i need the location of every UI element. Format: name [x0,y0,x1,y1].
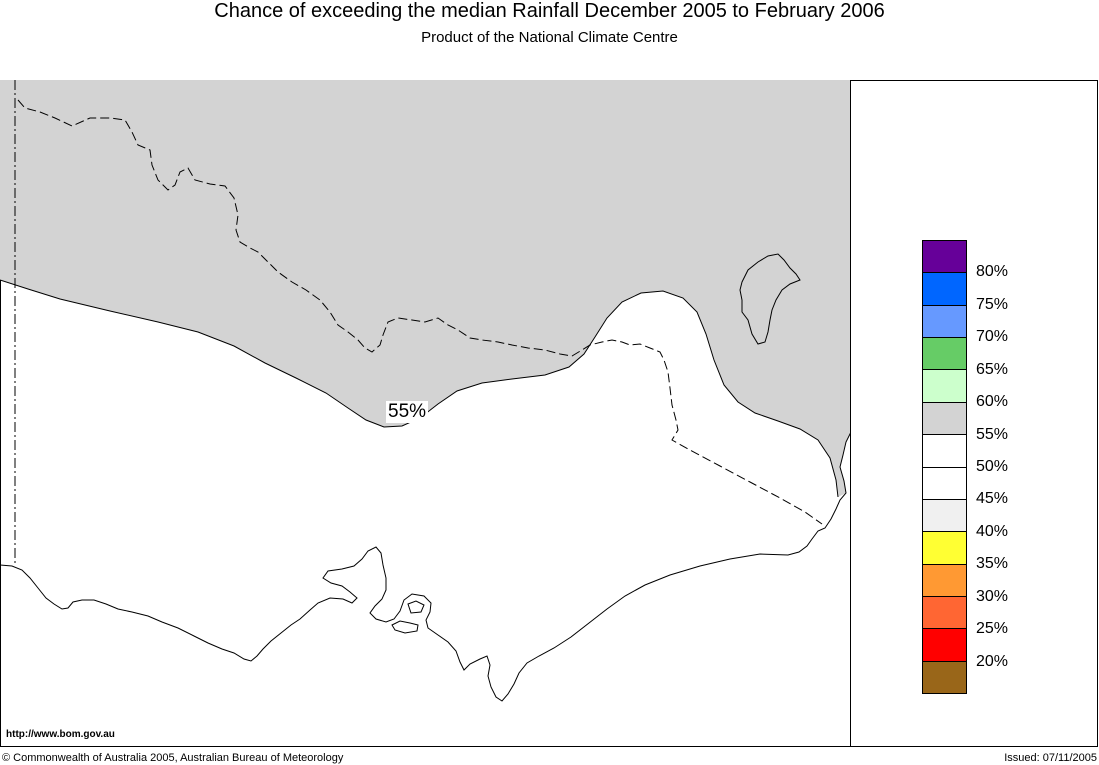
rainfall-map [0,80,851,702]
french-island-outline [407,600,425,614]
contour-label-55-percent: 55% [386,401,429,423]
legend-label: 50% [976,458,1009,475]
map-legend-divider [850,80,851,747]
map-title: Chance of exceeding the median Rainfall … [214,0,885,22]
legend-label: 25% [976,620,1009,638]
legend-swatch [923,467,966,500]
legend-swatch [923,499,966,533]
contour-line-55-percent [0,279,839,498]
legend-swatch [923,596,966,630]
legend-label: 35% [976,555,1009,573]
legend-swatch [923,532,966,565]
act-border [739,253,801,345]
legend-label: 60% [976,393,1009,411]
bom-website-url: http://www.bom.gov.au [6,729,115,740]
legend-swatch [923,241,966,274]
legend-label: 45% [976,490,1009,508]
nsw-vic-border [17,99,823,525]
shaded-region-55-percent [0,80,851,497]
legend-label: 55% [976,425,1009,443]
legend-swatch [923,661,966,694]
phillip-island-outline [391,620,419,634]
legend-swatch [923,338,966,371]
legend-label: 65% [976,360,1009,378]
legend-label: 30% [976,587,1009,605]
copyright-notice: © Commonwealth of Australia 2005, Austra… [2,752,344,764]
issued-date: Issued: 07/11/2005 [1004,752,1097,764]
legend-swatch [923,402,966,436]
legend-label: 80% [976,263,1009,281]
legend-swatch [923,564,966,597]
map-subtitle: Product of the National Climate Centre [421,29,678,46]
victoria-coastline [0,431,851,702]
legend-swatch [923,305,966,339]
legend-swatch [923,629,966,662]
legend-swatch [923,435,966,468]
legend-swatch [923,273,966,306]
legend-label: 20% [976,652,1009,670]
legend-label: 75% [976,295,1009,313]
legend-label: 40% [976,522,1009,540]
legend-swatch [923,370,966,403]
legend-color-bar [922,240,967,694]
legend-label: 70% [976,328,1009,346]
